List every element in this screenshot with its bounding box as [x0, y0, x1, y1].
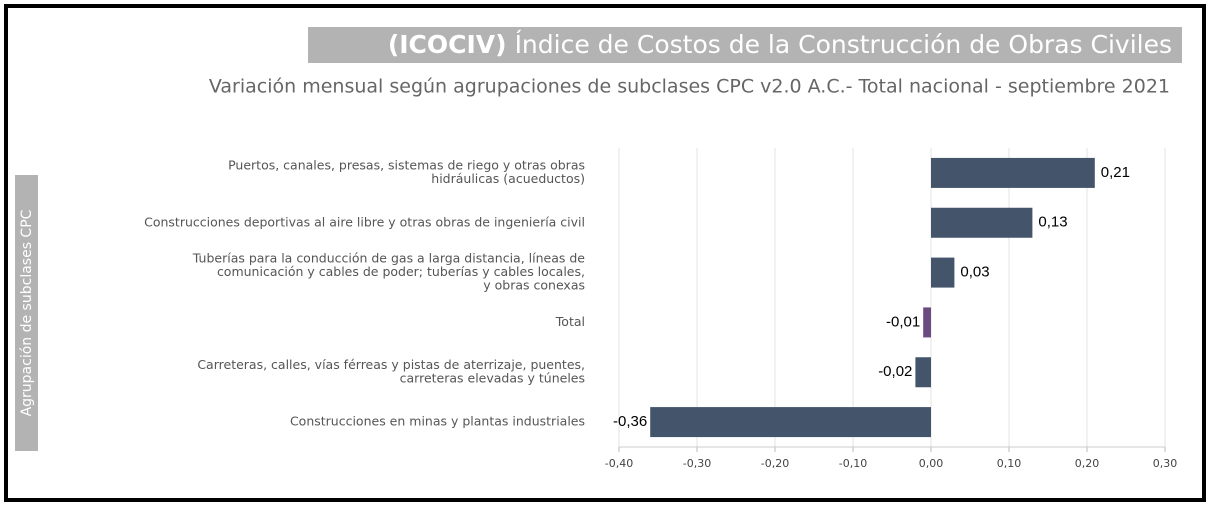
- bar: [650, 407, 931, 438]
- y-tick-label: Puertos, canales, presas, sistemas de ri…: [228, 158, 585, 173]
- value-label: -0,01: [886, 313, 920, 330]
- y-tick-label: hidráulicas (acueductos): [431, 171, 585, 186]
- value-label: 0,13: [1038, 214, 1067, 231]
- y-label-box: [15, 175, 38, 451]
- y-axis-label: Agrupación de subclases CPC: [19, 209, 35, 416]
- bar: [931, 257, 955, 288]
- value-label: -0,36: [613, 413, 647, 430]
- y-tick-label: y obras conexas: [483, 278, 585, 293]
- y-tick-label: comunicación y cables de poder; tuberías…: [217, 264, 585, 279]
- frame: [4, 4, 1206, 502]
- y-tick-label: Construcciones en minas y plantas indust…: [290, 414, 585, 429]
- bar: [923, 307, 931, 338]
- value-label: 0,03: [960, 264, 989, 281]
- value-label: 0,21: [1101, 164, 1130, 181]
- title-text: Índice de Costos de la Construcción de O…: [515, 30, 1172, 59]
- bar: [931, 207, 1033, 238]
- title-prefix: (ICOCIV): [388, 30, 507, 59]
- y-tick-label: Construcciones deportivas al aire libre …: [144, 214, 585, 229]
- x-tick-label: -0,40: [605, 457, 633, 470]
- y-tick-label: Tuberías para la conducción de gas a lar…: [192, 251, 586, 266]
- x-tick-label: 0,10: [997, 457, 1022, 470]
- chart-title: (ICOCIV) Índice de Costos de la Construcc…: [388, 30, 1172, 59]
- y-tick-label: carreteras elevadas y túneles: [400, 371, 585, 386]
- x-tick-label: -0,10: [839, 457, 867, 470]
- x-tick-label: 0,20: [1075, 457, 1100, 470]
- chart-subtitle: Variación mensual según agrupaciones de …: [209, 76, 1170, 98]
- x-tick-label: 0,00: [919, 457, 944, 470]
- x-tick-label: 0,30: [1153, 457, 1178, 470]
- x-tick-label: -0,20: [761, 457, 789, 470]
- x-tick-label: -0,30: [683, 457, 711, 470]
- value-label: -0,02: [878, 363, 912, 380]
- y-tick-label: Carreteras, calles, vías férreas y pista…: [197, 357, 585, 372]
- bar: [931, 157, 1095, 188]
- title-box: [308, 27, 1182, 63]
- y-tick-label: Total: [555, 314, 585, 329]
- bar: [915, 357, 931, 388]
